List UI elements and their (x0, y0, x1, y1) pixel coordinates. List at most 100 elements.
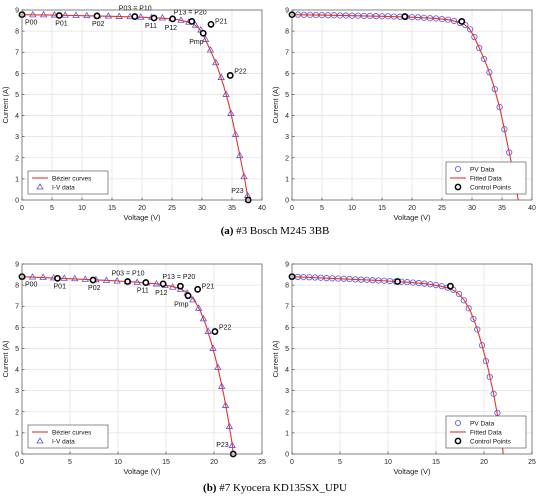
x-tick-label: 35 (228, 205, 236, 212)
y-tick-label: 8 (285, 29, 289, 36)
x-tick-label: 15 (162, 459, 170, 466)
data-point-triangle (39, 10, 48, 18)
x-tick-label: 5 (68, 459, 72, 466)
control-point-label: P00 (25, 282, 38, 289)
y-axis-label: Current (A) (271, 86, 280, 124)
fitted-curve (22, 276, 234, 454)
data-point-triangle (72, 11, 80, 18)
y-tick-label: 1 (285, 430, 289, 437)
control-point-label: P13 = P20 (174, 9, 207, 16)
data-point-triangle (217, 382, 226, 389)
legend-circle-swatch (454, 165, 461, 172)
y-tick-label: 7 (285, 304, 289, 311)
x-tick-label: 10 (384, 459, 392, 466)
x-tick-label: 5 (50, 205, 54, 212)
data-point-circle (460, 297, 467, 304)
data-point-circle (478, 342, 486, 349)
control-point (184, 292, 192, 300)
plot-area (22, 264, 262, 454)
data-point-circle (455, 290, 463, 298)
y-tick-label: 7 (15, 304, 19, 311)
data-point-triangle (201, 35, 210, 42)
y-tick-label: 5 (285, 346, 289, 353)
control-point-label: P11 (137, 288, 149, 295)
control-point-label: P02 (92, 21, 105, 28)
control-point-label: P23 (216, 442, 229, 449)
control-point-label: P03 = P10 (112, 271, 145, 278)
legend-label: PV Data (470, 420, 495, 427)
legend-label: Fitted Data (470, 175, 502, 182)
y-tick-label: 5 (15, 92, 19, 99)
y-tick-label: 9 (15, 8, 19, 15)
caption-a: (a) #3 Bosch M245 3BB (0, 225, 550, 237)
caption-b-label: (b) (203, 482, 217, 494)
x-axis-label: Voltage (V) (393, 213, 431, 222)
legend-box (27, 170, 109, 195)
legend-circle-swatch (454, 183, 462, 191)
chart-a-left: 0 5 10 15 20 25 30 35 40 0 1 2 3 4 5 6 7 8 9 Voltage (V) Cur… (1, 6, 266, 222)
caption-a-label: (a) (220, 225, 234, 237)
y-axis-label: Current (A) (271, 340, 280, 378)
control-point-label: P01 (54, 283, 67, 290)
plot-frame (21, 263, 263, 455)
data-point-circle (480, 55, 488, 63)
data-point-circle (476, 44, 483, 52)
x-tick-label: 25 (258, 459, 266, 466)
y-tick-label: 7 (285, 50, 289, 57)
caption-a-text: #3 Bosch M245 3BB (233, 225, 330, 237)
control-point-label: P22 (234, 68, 247, 75)
legend-label: Bézier curves (52, 429, 92, 436)
y-tick-label: 7 (15, 50, 19, 57)
x-tick-label: 0 (290, 205, 294, 212)
data-point-circle (465, 305, 472, 312)
x-tick-label: 25 (438, 205, 446, 212)
data-point-triangle (212, 58, 220, 66)
x-tick-label: 15 (108, 205, 116, 212)
x-tick-label: 20 (210, 459, 218, 466)
legend-label: Control Points (470, 438, 512, 445)
y-tick-label: 3 (285, 388, 289, 395)
y-tick-label: 5 (15, 346, 19, 353)
data-point-triangle (194, 304, 203, 311)
data-point-circle (471, 33, 478, 41)
data-point-triangle (81, 275, 90, 282)
control-point-label: P01 (55, 20, 68, 27)
x-tick-label: 20 (408, 205, 416, 212)
data-point-circle (467, 26, 474, 33)
x-tick-label: 5 (320, 205, 324, 212)
data-point-circle (462, 22, 469, 29)
y-tick-label: 5 (285, 92, 289, 99)
legend: Bézier curves I-V data (27, 424, 109, 449)
x-tick-label: 30 (468, 205, 476, 212)
control-point (131, 13, 139, 20)
data-point-triangle (39, 273, 47, 280)
x-tick-label: 20 (480, 459, 488, 466)
x-tick-label: 30 (198, 205, 206, 212)
x-axis-label: Voltage (V) (123, 213, 161, 222)
x-tick-label: 40 (258, 205, 266, 212)
y-tick-label: 0 (285, 452, 289, 459)
y-tick-label: 1 (285, 176, 289, 183)
caption-b: (b) #7 Kyocera KD135SX_UPU (0, 482, 550, 494)
y-tick-label: 0 (285, 198, 289, 205)
legend-triangle-swatch (36, 183, 44, 190)
legend-triangle-swatch (36, 437, 44, 444)
legend-label: I-V data (52, 184, 75, 191)
x-tick-label: 25 (528, 459, 536, 466)
legend: PV Data Fitted Data Control Points (445, 161, 527, 195)
control-point (207, 20, 215, 28)
control-point-label: P22 (219, 325, 232, 332)
data-point-triangle (189, 295, 197, 303)
data-point-triangle (104, 12, 113, 19)
plot-frame (21, 9, 263, 201)
control-point (89, 276, 97, 284)
control-point (93, 12, 101, 20)
control-point-label: P12 (155, 290, 168, 297)
y-tick-label: 0 (15, 198, 19, 205)
y-tick-label: 1 (15, 430, 19, 437)
control-point (194, 285, 202, 293)
data-point-circle (496, 104, 503, 111)
y-tick-label: 6 (285, 71, 289, 78)
x-tick-label: 5 (338, 459, 342, 466)
data-point-triangle (71, 274, 79, 282)
